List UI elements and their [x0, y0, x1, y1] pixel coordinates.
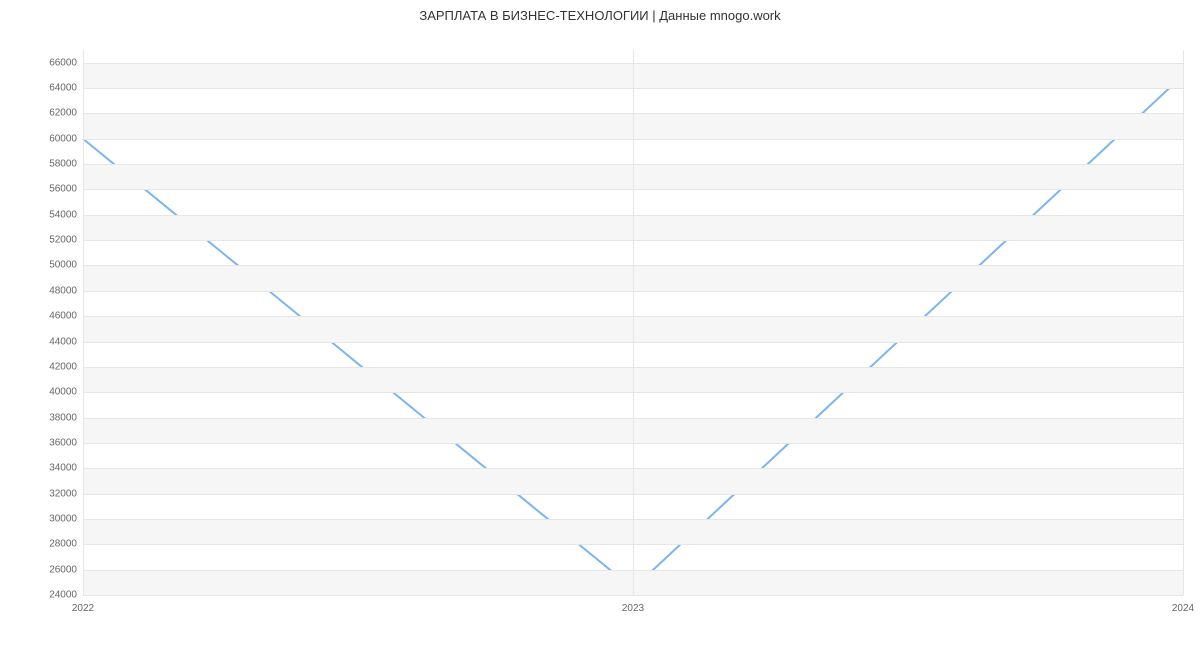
y-tick-label: 56000: [35, 184, 77, 195]
salary-chart: ЗАРПЛАТА В БИЗНЕС-ТЕХНОЛОГИИ | Данные mn…: [0, 0, 1200, 650]
y-tick-label: 46000: [35, 311, 77, 322]
y-tick-label: 44000: [35, 336, 77, 347]
y-tick-label: 62000: [35, 108, 77, 119]
y-tick-label: 66000: [35, 57, 77, 68]
grid-line: [83, 595, 1183, 596]
plot-area: [83, 50, 1183, 595]
x-tick-label: 2024: [1172, 603, 1194, 614]
y-tick-label: 32000: [35, 488, 77, 499]
y-tick-label: 48000: [35, 285, 77, 296]
y-tick-label: 30000: [35, 513, 77, 524]
x-tick-label: 2022: [72, 603, 94, 614]
chart-title: ЗАРПЛАТА В БИЗНЕС-ТЕХНОЛОГИИ | Данные mn…: [0, 8, 1200, 23]
grid-vline: [83, 50, 84, 595]
y-tick-label: 28000: [35, 539, 77, 550]
y-tick-label: 60000: [35, 133, 77, 144]
grid-vline: [633, 50, 634, 595]
y-tick-label: 64000: [35, 83, 77, 94]
grid-vline: [1183, 50, 1184, 595]
y-tick-label: 54000: [35, 209, 77, 220]
y-tick-label: 24000: [35, 590, 77, 601]
y-tick-label: 38000: [35, 412, 77, 423]
y-tick-label: 50000: [35, 260, 77, 271]
x-tick-label: 2023: [622, 603, 644, 614]
y-tick-label: 34000: [35, 463, 77, 474]
y-tick-label: 52000: [35, 235, 77, 246]
y-tick-label: 58000: [35, 159, 77, 170]
y-tick-label: 40000: [35, 387, 77, 398]
y-tick-label: 26000: [35, 564, 77, 575]
y-tick-label: 42000: [35, 361, 77, 372]
y-tick-label: 36000: [35, 437, 77, 448]
